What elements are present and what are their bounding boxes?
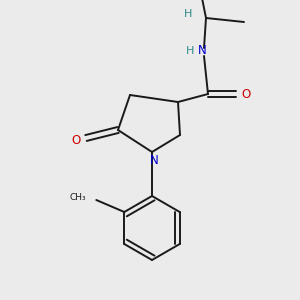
Text: H: H bbox=[184, 9, 192, 19]
Text: N: N bbox=[198, 44, 206, 58]
Text: N: N bbox=[150, 154, 158, 167]
Text: H: H bbox=[186, 46, 194, 56]
Text: O: O bbox=[71, 134, 81, 146]
Text: O: O bbox=[242, 88, 250, 100]
Text: CH₃: CH₃ bbox=[70, 193, 86, 202]
